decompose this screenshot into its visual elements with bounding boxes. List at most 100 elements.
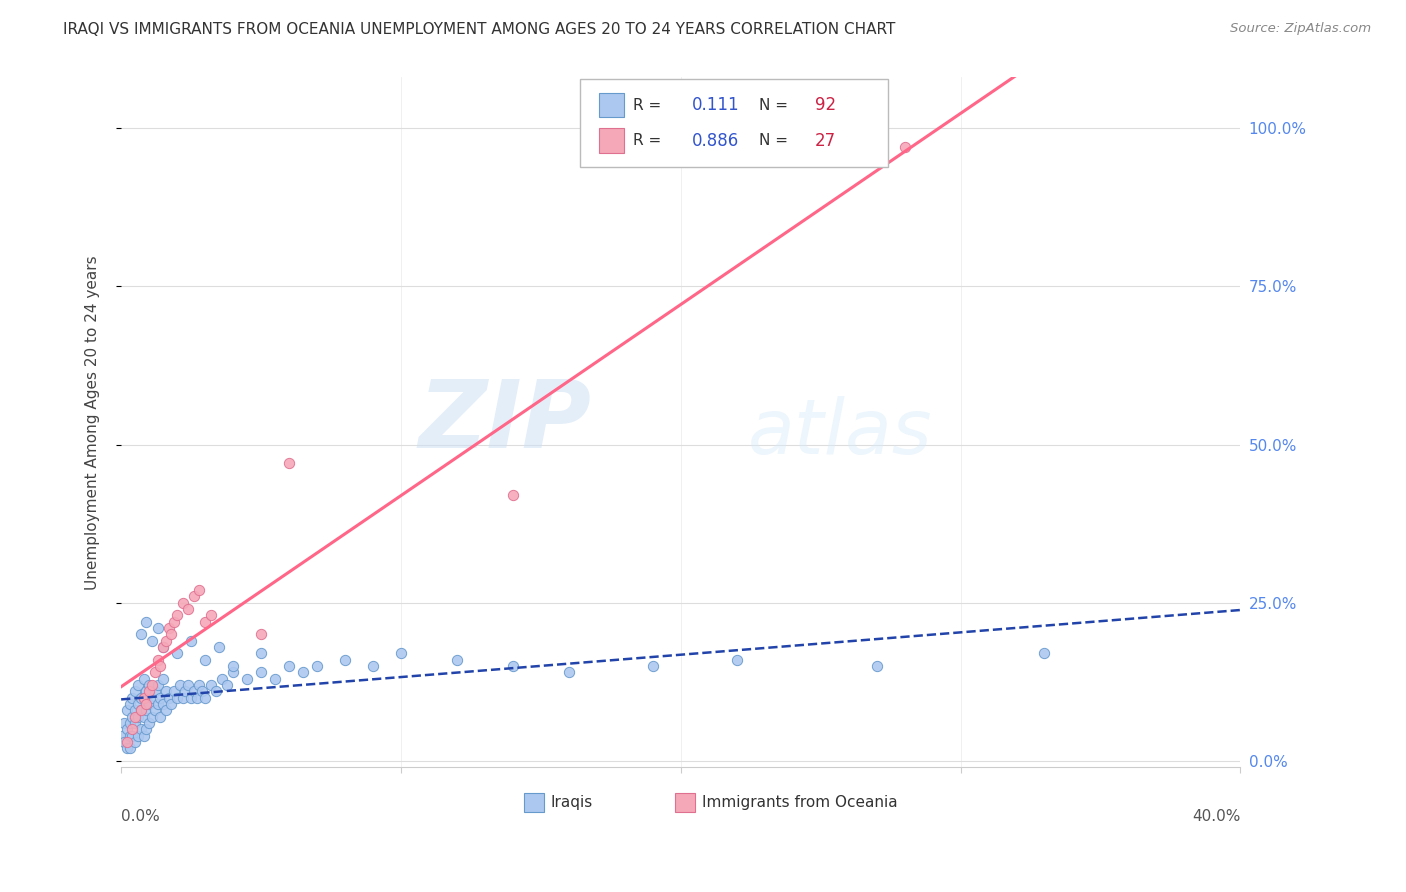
- Point: [138, 678, 160, 692]
- Text: Immigrants from Oceania: Immigrants from Oceania: [702, 795, 897, 810]
- Text: R =: R =: [633, 134, 661, 148]
- Point: [129, 723, 152, 737]
- Point: [641, 659, 664, 673]
- Point: [200, 608, 222, 623]
- Point: [558, 665, 581, 680]
- Point: [278, 457, 301, 471]
- Point: [124, 709, 146, 723]
- Point: [118, 729, 141, 743]
- Point: [160, 697, 183, 711]
- Point: [138, 697, 160, 711]
- Text: 0.886: 0.886: [692, 132, 740, 150]
- Point: [177, 678, 200, 692]
- Point: [292, 665, 315, 680]
- Point: [166, 608, 188, 623]
- Point: [236, 672, 259, 686]
- Text: 40.0%: 40.0%: [1192, 809, 1240, 823]
- Point: [132, 729, 155, 743]
- Text: 0.0%: 0.0%: [121, 809, 160, 823]
- Point: [149, 709, 172, 723]
- Point: [172, 690, 194, 705]
- Point: [146, 653, 169, 667]
- Point: [166, 690, 188, 705]
- Point: [152, 672, 174, 686]
- Point: [188, 678, 211, 692]
- Point: [124, 703, 146, 717]
- Point: [132, 672, 155, 686]
- Point: [115, 735, 138, 749]
- Point: [180, 633, 202, 648]
- Point: [135, 723, 157, 737]
- Point: [157, 690, 180, 705]
- Point: [138, 716, 160, 731]
- Point: [135, 615, 157, 629]
- Text: atlas: atlas: [748, 396, 932, 470]
- Text: Iraqis: Iraqis: [551, 795, 593, 810]
- Point: [143, 684, 166, 698]
- Point: [389, 646, 412, 660]
- Point: [217, 678, 239, 692]
- Point: [141, 633, 163, 648]
- Point: [205, 684, 228, 698]
- Point: [112, 735, 135, 749]
- Point: [333, 653, 356, 667]
- Point: [143, 703, 166, 717]
- Point: [141, 690, 163, 705]
- Point: [264, 672, 287, 686]
- Point: [194, 653, 217, 667]
- Text: N =: N =: [759, 97, 787, 112]
- Point: [177, 602, 200, 616]
- Text: 92: 92: [815, 96, 837, 114]
- Point: [163, 684, 186, 698]
- Point: [121, 709, 143, 723]
- Bar: [599, 93, 624, 118]
- Point: [865, 659, 887, 673]
- Point: [155, 703, 177, 717]
- Point: [118, 697, 141, 711]
- Y-axis label: Unemployment Among Ages 20 to 24 years: Unemployment Among Ages 20 to 24 years: [86, 255, 100, 590]
- Point: [166, 646, 188, 660]
- Text: Source: ZipAtlas.com: Source: ZipAtlas.com: [1230, 22, 1371, 36]
- Point: [502, 659, 524, 673]
- Point: [127, 697, 149, 711]
- Point: [143, 665, 166, 680]
- Point: [222, 659, 245, 673]
- Point: [127, 678, 149, 692]
- Point: [110, 729, 132, 743]
- Point: [278, 659, 301, 673]
- Point: [115, 703, 138, 717]
- Bar: [599, 128, 624, 153]
- Point: [112, 716, 135, 731]
- Point: [121, 723, 143, 737]
- Point: [155, 684, 177, 698]
- Point: [180, 690, 202, 705]
- Text: R =: R =: [633, 97, 661, 112]
- Point: [118, 716, 141, 731]
- Point: [502, 488, 524, 502]
- Point: [361, 659, 384, 673]
- Point: [183, 684, 205, 698]
- Point: [129, 690, 152, 705]
- Point: [129, 627, 152, 641]
- Point: [152, 640, 174, 654]
- Point: [157, 621, 180, 635]
- Text: ZIP: ZIP: [419, 376, 591, 468]
- Point: [132, 690, 155, 705]
- Point: [146, 678, 169, 692]
- Point: [208, 640, 231, 654]
- Point: [222, 665, 245, 680]
- Point: [163, 615, 186, 629]
- Point: [121, 729, 143, 743]
- FancyBboxPatch shape: [581, 78, 887, 167]
- Point: [118, 741, 141, 756]
- Point: [183, 590, 205, 604]
- Text: N =: N =: [759, 134, 787, 148]
- Point: [141, 678, 163, 692]
- Bar: [524, 793, 544, 812]
- Point: [132, 709, 155, 723]
- Point: [127, 729, 149, 743]
- Point: [152, 640, 174, 654]
- Point: [172, 596, 194, 610]
- Point: [194, 615, 217, 629]
- Point: [146, 621, 169, 635]
